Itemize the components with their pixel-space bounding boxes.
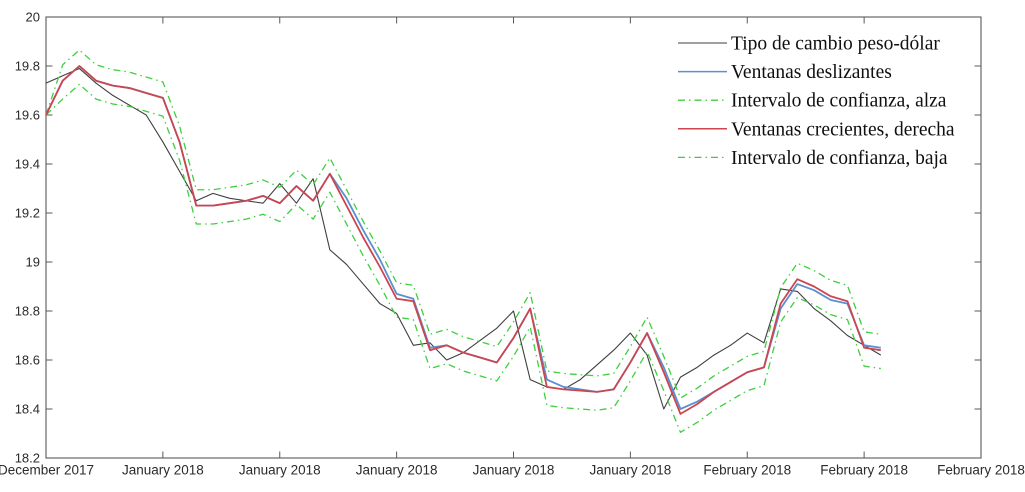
legend-item-ventanas-deslizantes: Ventanas deslizantes [678, 62, 892, 83]
y-tick-label: 19.4 [15, 157, 40, 172]
y-tick-label: 19 [26, 255, 40, 270]
legend-label: Tipo de cambio peso-dólar [731, 34, 940, 55]
x-tick-label: January 2018 [589, 463, 671, 478]
legend-item-intervalo-alza: Intervalo de confianza, alza [678, 91, 947, 112]
legend-label: Ventanas deslizantes [731, 62, 892, 83]
series-line-2 [45, 49, 881, 399]
legend-item-ventanas-crecientes: Ventanas crecientes, derecha [678, 119, 955, 140]
legend: Tipo de cambio peso-dólar Ventanas desli… [678, 34, 955, 169]
y-tick-label: 18.6 [15, 353, 40, 368]
legend-item-tipo-de-cambio: Tipo de cambio peso-dólar [678, 34, 940, 55]
data-series-lines [45, 49, 882, 433]
legend-item-intervalo-baja: Intervalo de confianza, baja [678, 148, 948, 169]
x-tick-label: February 2018 [937, 463, 1025, 478]
y-tick-label: 18.4 [15, 402, 40, 417]
legend-label: Intervalo de confianza, baja [731, 148, 948, 169]
legend-label: Intervalo de confianza, alza [731, 91, 947, 112]
legend-label: Ventanas crecientes, derecha [731, 119, 955, 140]
axis-ticks [45, 16, 982, 459]
y-tick-label: 19.8 [15, 59, 40, 74]
y-tick-label: 20 [26, 10, 40, 25]
series-line-3 [45, 65, 881, 415]
y-tick-label: 18.8 [15, 304, 40, 319]
axis-tick-labels: December 2017 January 2018 January 2018 Jan… [0, 10, 1025, 478]
plot-area [45, 16, 982, 459]
x-tick-label: January 2018 [473, 463, 555, 478]
x-tick-label: February 2018 [703, 463, 791, 478]
y-tick-label: 19.2 [15, 206, 40, 221]
x-tick-label: January 2018 [356, 463, 438, 478]
x-tick-label: January 2018 [122, 463, 204, 478]
x-tick-label: January 2018 [239, 463, 321, 478]
y-tick-label: 19.6 [15, 108, 40, 123]
x-tick-label: December 2017 [0, 463, 94, 478]
x-tick-label: February 2018 [820, 463, 908, 478]
y-tick-label: 18.2 [15, 451, 40, 466]
